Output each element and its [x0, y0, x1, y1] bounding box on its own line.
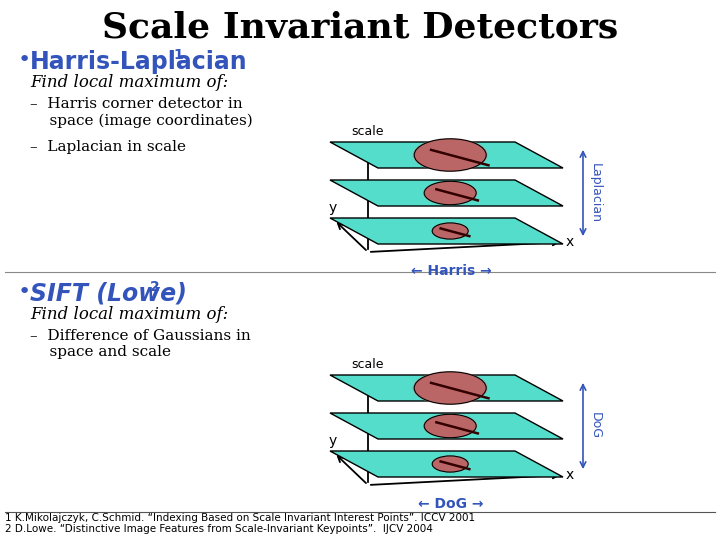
Text: scale: scale [352, 358, 384, 371]
Polygon shape [330, 180, 563, 206]
Ellipse shape [423, 414, 477, 438]
Text: Scale Invariant Detectors: Scale Invariant Detectors [102, 10, 618, 44]
Ellipse shape [414, 139, 486, 171]
Text: •: • [18, 50, 31, 70]
Text: SIFT (Lowe): SIFT (Lowe) [30, 282, 187, 306]
Text: 2: 2 [150, 280, 160, 294]
Text: x: x [566, 235, 575, 249]
Ellipse shape [431, 456, 469, 472]
Ellipse shape [423, 181, 477, 205]
Ellipse shape [413, 371, 488, 405]
Ellipse shape [424, 414, 476, 438]
Text: –  Laplacian in scale: – Laplacian in scale [30, 140, 186, 154]
Text: –  Harris corner detector in
    space (image coordinates): – Harris corner detector in space (image… [30, 97, 253, 127]
Text: 1 K.Mikolajczyk, C.Schmid. “Indexing Based on Scale Invariant Interest Points”. : 1 K.Mikolajczyk, C.Schmid. “Indexing Bas… [5, 513, 475, 523]
Text: 1: 1 [173, 48, 183, 62]
Ellipse shape [414, 372, 486, 404]
Ellipse shape [432, 223, 468, 239]
Text: –  Difference of Gaussians in
    space and scale: – Difference of Gaussians in space and s… [30, 329, 251, 359]
Text: Laplacian: Laplacian [589, 163, 602, 223]
Text: x: x [566, 468, 575, 482]
Text: scale: scale [352, 125, 384, 138]
Polygon shape [330, 142, 563, 168]
Text: DoG: DoG [589, 413, 602, 440]
Ellipse shape [432, 456, 468, 472]
Text: y: y [328, 201, 336, 215]
Text: Find local maximum of:: Find local maximum of: [30, 306, 228, 323]
Text: Find local maximum of:: Find local maximum of: [30, 74, 228, 91]
Polygon shape [330, 451, 563, 477]
Polygon shape [330, 413, 563, 439]
Text: ← DoG →: ← DoG → [418, 497, 484, 511]
Text: ← Harris →: ← Harris → [411, 264, 492, 278]
Text: 2 D.Lowe. “Distinctive Image Features from Scale-Invariant Keypoints”.  IJCV 200: 2 D.Lowe. “Distinctive Image Features fr… [5, 524, 433, 534]
Text: •: • [18, 282, 31, 302]
Polygon shape [330, 218, 563, 244]
Text: y: y [328, 434, 336, 448]
Ellipse shape [431, 222, 469, 240]
Polygon shape [330, 375, 563, 401]
Ellipse shape [424, 181, 476, 205]
Text: Harris-Laplacian: Harris-Laplacian [30, 50, 248, 74]
Ellipse shape [413, 138, 488, 172]
